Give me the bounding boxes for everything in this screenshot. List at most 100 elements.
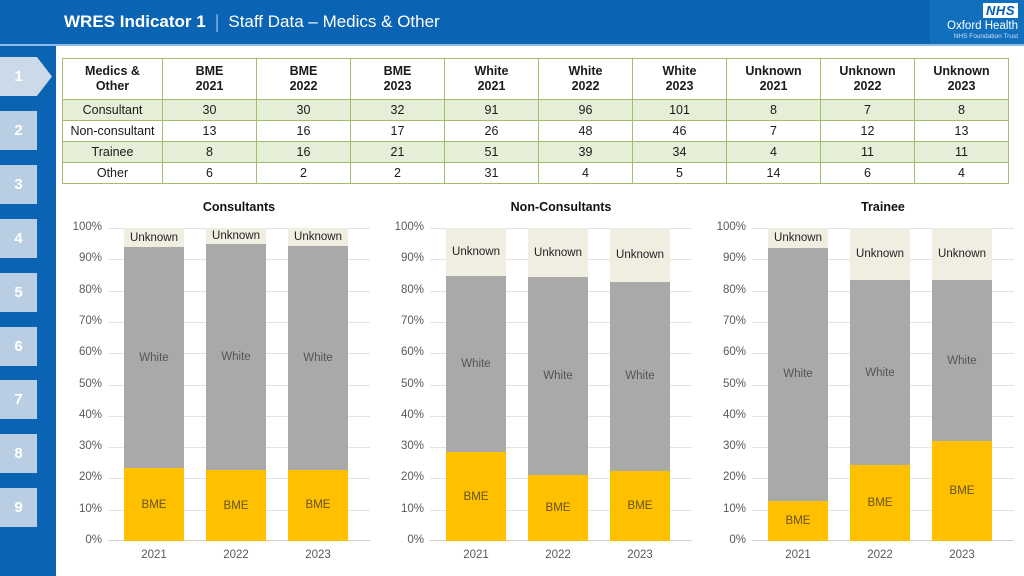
table-row: Consultant 30 30 32 91 96 101 8 7 8 <box>62 99 1009 121</box>
bar-segment-label: BME <box>949 485 975 498</box>
bar-segment-label: Unknown <box>452 245 500 258</box>
table-header-line1: Unknown <box>933 64 990 78</box>
table-cell: 16 <box>256 141 351 163</box>
bar-segment-unknown: Unknown <box>850 228 910 281</box>
bar-segment-bme: BME <box>124 468 184 541</box>
table-cell: 17 <box>350 120 445 142</box>
bar-segment-unknown: Unknown <box>610 228 670 282</box>
bar-segment-white: White <box>446 275 506 453</box>
x-axis-label: 2022 <box>223 549 249 561</box>
table-row-label: Trainee <box>62 141 163 163</box>
bar-2023: BME White Unknown <box>610 228 670 541</box>
table-head: Medics & Other BME 2021 BME 2022 BME 2023 White 2… <box>62 58 1009 100</box>
y-axis-label: 60% <box>400 346 424 358</box>
slide-title-separator: | <box>214 11 220 32</box>
sidebar-tab-label: 5 <box>14 284 23 301</box>
bar-segment-unknown: Unknown <box>768 228 828 248</box>
table-header-line1: BME <box>195 64 224 78</box>
table-header-line1: Unknown <box>745 64 802 78</box>
bar-segment-white: White <box>932 280 992 442</box>
bar-segment-white: White <box>288 245 348 470</box>
bar-segment-unknown: Unknown <box>446 228 506 276</box>
table-row-label: Other <box>62 162 163 184</box>
sidebar-tab-6[interactable]: 6 <box>0 327 37 366</box>
table-cell: 16 <box>256 120 351 142</box>
sidebar-tab-label: 2 <box>14 122 23 139</box>
sidebar-tab-9[interactable]: 9 <box>0 488 37 527</box>
table-cell: 30 <box>256 99 351 121</box>
bar-2022: BME White Unknown <box>206 228 266 541</box>
y-axis-label: 10% <box>78 503 102 515</box>
table-cell: 13 <box>914 120 1009 142</box>
bar-2023: BME White Unknown <box>932 228 992 541</box>
table-header-cell: Medics & Other <box>62 58 163 100</box>
x-axis-label: 2021 <box>785 549 811 561</box>
table-row: Non-consultant 13 16 17 26 48 46 7 12 13 <box>62 120 1009 142</box>
logo-panel: NHS Oxford Health NHS Foundation Trust <box>930 0 1024 44</box>
bar-segment-label: Unknown <box>212 230 260 243</box>
table-header-cell: BME 2022 <box>256 58 351 100</box>
bar-segment-label: White <box>865 366 895 379</box>
table-header-line1: White <box>474 64 509 78</box>
bar-segment-bme: BME <box>932 441 992 541</box>
bar-segment-unknown: Unknown <box>288 228 348 246</box>
table-header-line2: 2023 <box>947 79 976 93</box>
chart-consultants: Consultants BME White Unknown BME White Unknow… <box>62 198 382 574</box>
bar-segment-label: White <box>461 358 491 370</box>
bar-segment-unknown: Unknown <box>528 228 588 278</box>
sidebar-tab-7[interactable]: 7 <box>0 380 37 419</box>
x-axis-label: 2021 <box>463 549 489 561</box>
plot-area: BME White Unknown BME White Unknown BME White Un… <box>430 228 692 541</box>
bar-segment-unknown: Unknown <box>124 228 184 248</box>
table-header-line2: 2022 <box>853 79 882 93</box>
table-cell: 11 <box>820 141 915 163</box>
table-cell: 8 <box>726 99 821 121</box>
sidebar-tab-2[interactable]: 2 <box>0 111 37 150</box>
y-axis-label: 0% <box>729 534 746 546</box>
table-header-line2: 2022 <box>289 79 318 93</box>
x-axis-label: 2023 <box>627 549 653 561</box>
table-cell: 32 <box>350 99 445 121</box>
x-axis-label: 2022 <box>545 549 571 561</box>
table-cell: 31 <box>444 162 539 184</box>
sidebar-tab-label: 4 <box>14 230 23 247</box>
table-cell: 8 <box>914 99 1009 121</box>
table-cell: 12 <box>820 120 915 142</box>
chart-title: Non-Consultants <box>510 200 612 214</box>
bar-segment-bme: BME <box>528 474 588 541</box>
table-row: Trainee 8 16 21 51 39 34 4 11 11 <box>62 141 1009 163</box>
table-header-line1: White <box>568 64 603 78</box>
bar-segment-bme: BME <box>610 470 670 541</box>
sidebar-tab-1[interactable]: 1 <box>0 57 52 96</box>
table-row-label: Consultant <box>62 99 163 121</box>
table-cell: 48 <box>538 120 633 142</box>
sidebar-tab-label: 7 <box>14 391 23 408</box>
bar-segment-label: White <box>221 351 251 364</box>
y-axis-label: 70% <box>722 315 746 327</box>
x-axis-label: 2022 <box>867 549 893 561</box>
sidebar-tab-4[interactable]: 4 <box>0 219 37 258</box>
table-header-line2: 2023 <box>665 79 694 93</box>
y-axis-label: 40% <box>78 409 102 421</box>
y-axis-label: 70% <box>400 315 424 327</box>
table-header-line1: White <box>662 64 697 78</box>
table-header-line2: 2021 <box>195 79 224 93</box>
table-header-line1: BME <box>383 64 412 78</box>
sidebar-tab-3[interactable]: 3 <box>0 165 37 204</box>
sidebar-tab-8[interactable]: 8 <box>0 434 37 473</box>
bar-2023: BME White Unknown <box>288 228 348 541</box>
y-axis-label: 80% <box>400 284 424 296</box>
chart-title: Consultants <box>202 200 276 214</box>
logo-org-name: Oxford Health <box>947 20 1018 32</box>
plot-area: BME White Unknown BME White Unknown BME White Un… <box>108 228 370 541</box>
sidebar-tab-5[interactable]: 5 <box>0 273 37 312</box>
table-header-line2: 2022 <box>571 79 600 93</box>
bar-segment-label: White <box>139 351 169 364</box>
bar-segment-white: White <box>528 277 588 475</box>
table-cell: 14 <box>726 162 821 184</box>
bar-segment-label: Unknown <box>938 248 986 261</box>
table-cell: 6 <box>820 162 915 184</box>
table-cell: 96 <box>538 99 633 121</box>
slide-title: WRES Indicator 1 | Staff Data – Medics &… <box>64 0 440 44</box>
table-cell: 2 <box>350 162 445 184</box>
